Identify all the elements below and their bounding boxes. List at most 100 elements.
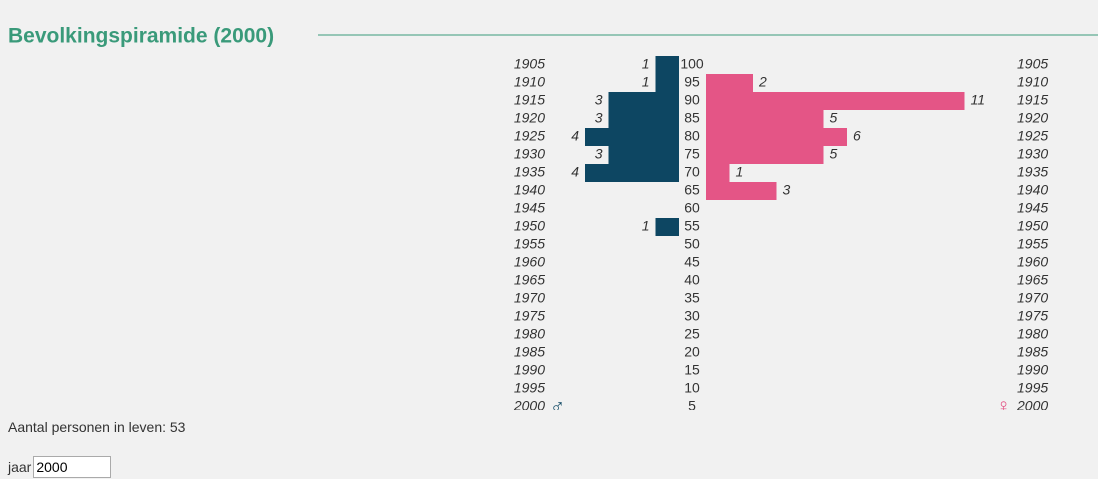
female-bar [706, 128, 847, 146]
female-bar [706, 182, 777, 200]
male-bar [585, 128, 679, 146]
birth-year-right: 1980 [1017, 326, 1048, 342]
male-bar [608, 146, 679, 164]
value-label: 1 [642, 218, 650, 234]
age-label: 85 [684, 110, 700, 126]
birth-year-left: 2000 [513, 398, 545, 410]
value-label: 3 [595, 110, 603, 126]
age-label: 95 [684, 74, 700, 90]
male-bar [608, 110, 679, 128]
birth-year-left: 1905 [514, 56, 545, 72]
birth-year-left: 1975 [514, 308, 545, 324]
total-value: 53 [169, 419, 186, 435]
birth-year-left: 1915 [514, 92, 545, 108]
female-bar [706, 146, 824, 164]
birth-year-left: 1985 [514, 344, 545, 360]
age-label: 50 [684, 236, 700, 252]
birth-year-left: 1970 [514, 290, 545, 306]
birth-year-left: 1945 [514, 200, 545, 216]
birth-year-left: 1980 [514, 326, 545, 342]
value-label: 1 [642, 74, 650, 90]
birth-year-left: 1920 [514, 110, 545, 126]
age-label: 80 [684, 128, 700, 144]
birth-year-left: 1925 [514, 128, 545, 144]
age-label: 65 [684, 182, 700, 198]
age-label: 70 [684, 164, 700, 180]
value-label: 3 [595, 146, 603, 162]
total-label: Aantal personen in leven: [8, 419, 166, 435]
year-input[interactable] [33, 456, 112, 478]
birth-year-left: 1950 [514, 218, 545, 234]
age-label: 5 [688, 398, 696, 410]
value-label: 4 [571, 128, 579, 144]
age-label: 60 [684, 200, 700, 216]
birth-year-right: 1920 [1017, 110, 1048, 126]
age-label: 30 [684, 308, 700, 324]
birth-year-left: 1960 [514, 254, 545, 270]
age-label: 100 [680, 56, 704, 72]
age-label: 15 [684, 362, 700, 378]
value-label: 5 [830, 110, 838, 126]
birth-year-right: 1950 [1017, 218, 1048, 234]
birth-year-left: 1965 [514, 272, 545, 288]
chart: Bevolkingspiramide (2000) 1905 1905100119… [8, 25, 1098, 410]
age-label: 25 [684, 326, 700, 342]
birth-year-left: 1935 [514, 164, 545, 180]
birth-year-right: 1930 [1017, 146, 1048, 162]
male-bar [585, 164, 679, 182]
year-label: jaar [8, 459, 32, 475]
female-bar [706, 74, 753, 92]
age-label: 10 [684, 380, 700, 396]
birth-year-right: 1975 [1017, 308, 1048, 324]
age-label: 90 [684, 92, 700, 108]
birth-year-right: 1985 [1017, 344, 1048, 360]
birth-year-right: 1990 [1017, 362, 1048, 378]
value-label: 11 [971, 92, 986, 108]
female-bar [706, 110, 824, 128]
birth-year-right: 1910 [1017, 74, 1048, 90]
value-label: 3 [783, 182, 791, 198]
year-row: jaar [8, 456, 112, 478]
birth-year-left: 1940 [514, 182, 545, 198]
value-label: 4 [571, 164, 579, 180]
birth-year-right: 1935 [1017, 164, 1048, 180]
birth-year-right: 1960 [1017, 254, 1048, 270]
male-bar [608, 92, 679, 110]
value-label: 6 [853, 128, 861, 144]
birth-year-right: 1940 [1017, 182, 1048, 198]
value-label: 1 [642, 56, 650, 72]
birth-year-right: 1915 [1017, 92, 1048, 108]
birth-year-right: 1955 [1017, 236, 1048, 252]
total-line: Aantal personen in leven: 53 [8, 419, 185, 435]
age-label: 40 [684, 272, 700, 288]
female-bar [706, 164, 730, 182]
age-label: 45 [684, 254, 700, 270]
age-label: 55 [684, 218, 700, 234]
male-bar [655, 218, 679, 236]
age-label: 75 [684, 146, 700, 162]
value-label: 3 [595, 92, 603, 108]
birth-year-left: 1990 [514, 362, 545, 378]
value-label: 2 [758, 74, 767, 90]
birth-year-left: 1995 [514, 380, 545, 396]
male-bar [655, 74, 679, 92]
birth-year-left: 1955 [514, 236, 545, 252]
chart-title: Bevolkingspiramide (2000) [8, 25, 274, 48]
value-label: 5 [830, 146, 838, 162]
legend-male: ♂ [550, 395, 565, 410]
birth-year-right: 1945 [1017, 200, 1048, 216]
birth-year-right: 1995 [1017, 380, 1048, 396]
birth-year-left: 1910 [514, 74, 545, 90]
birth-year-left: 1930 [514, 146, 545, 162]
age-label: 20 [684, 344, 700, 360]
age-label: 35 [684, 290, 700, 306]
female-bar [706, 92, 965, 110]
birth-year-right: 1965 [1017, 272, 1048, 288]
birth-year-right: 1970 [1017, 290, 1048, 306]
legend-female: ♀ [996, 395, 1011, 410]
birth-year-right: 1905 [1017, 56, 1048, 72]
male-bar [655, 56, 679, 74]
value-label: 1 [736, 164, 744, 180]
birth-year-right: 1925 [1017, 128, 1048, 144]
